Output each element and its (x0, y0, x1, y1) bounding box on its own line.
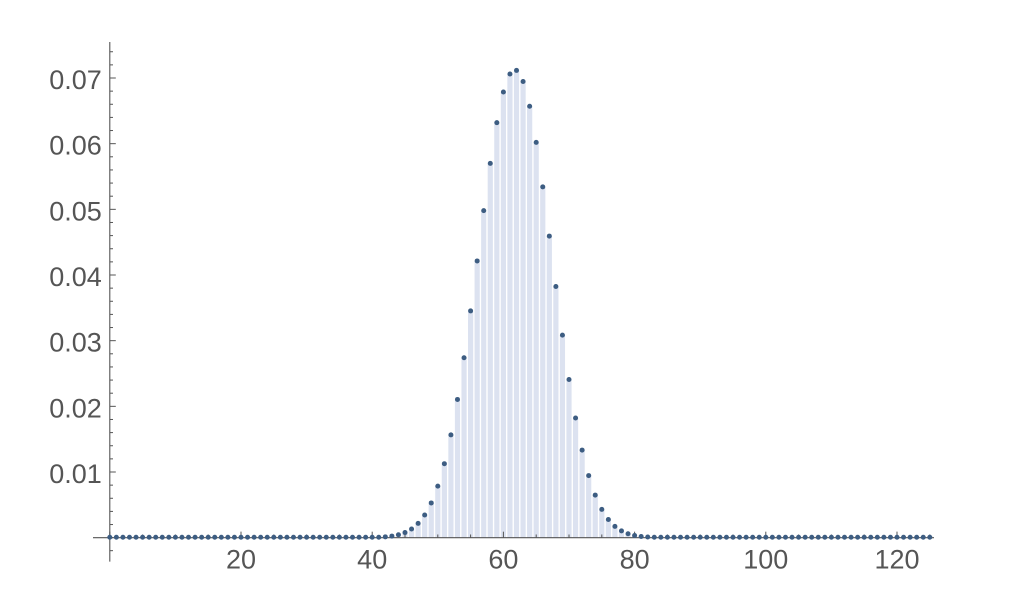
svg-text:20: 20 (226, 545, 256, 575)
svg-text:0.05: 0.05 (49, 196, 102, 226)
svg-text:120: 120 (874, 545, 919, 575)
svg-text:0.04: 0.04 (49, 262, 102, 292)
svg-text:60: 60 (488, 545, 518, 575)
svg-text:100: 100 (743, 545, 788, 575)
svg-text:0.07: 0.07 (49, 65, 102, 95)
svg-text:0.01: 0.01 (49, 459, 102, 489)
svg-text:80: 80 (620, 545, 650, 575)
svg-text:0.02: 0.02 (49, 393, 102, 423)
svg-text:0.06: 0.06 (49, 131, 102, 161)
svg-text:40: 40 (357, 545, 387, 575)
svg-text:0.03: 0.03 (49, 328, 102, 358)
